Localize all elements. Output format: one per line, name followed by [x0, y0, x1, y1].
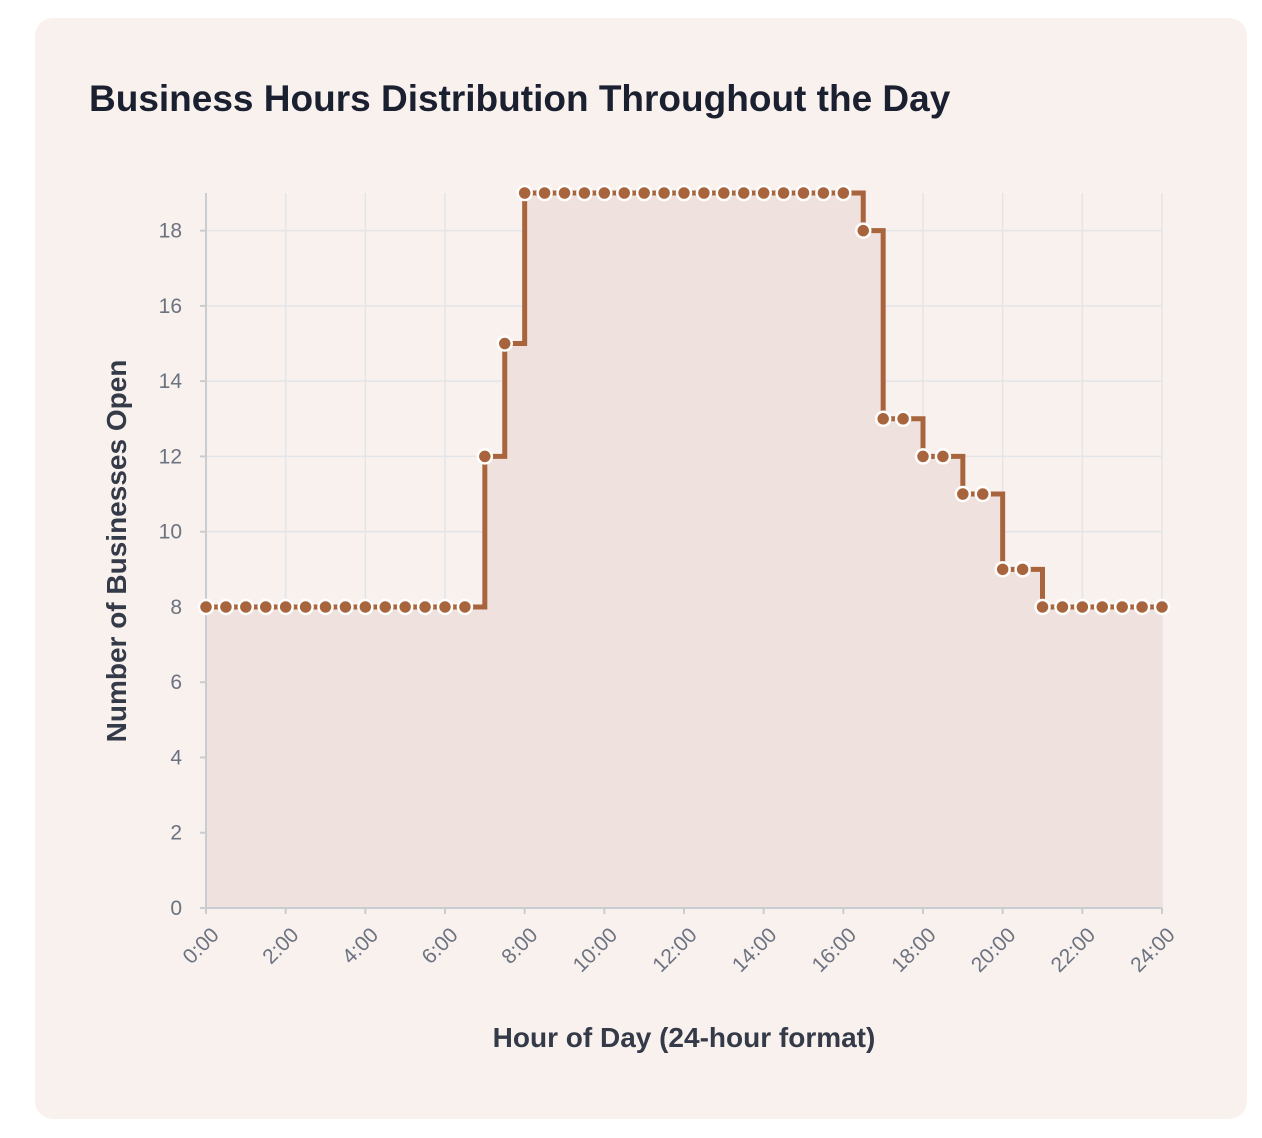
- x-tick-label: 0:00: [179, 923, 224, 968]
- data-point: [1153, 598, 1171, 616]
- x-tick-label: 6:00: [418, 923, 463, 968]
- data-point: [377, 598, 394, 616]
- data-point: [855, 222, 872, 239]
- data-point: [536, 184, 553, 202]
- y-tick-label: 14: [159, 370, 183, 393]
- data-point: [1113, 598, 1131, 616]
- data-point: [894, 410, 912, 428]
- data-point: [357, 598, 374, 616]
- x-tick-labels: 0:00 2:00 4:00 6:00 8:00 10:00 12:00 14:00 16:00…: [179, 923, 1180, 976]
- y-tick-label: 2: [170, 822, 182, 845]
- x-tick-label: 14:00: [728, 923, 781, 976]
- x-tick-label: 20:00: [967, 923, 1020, 976]
- data-point: [914, 448, 932, 465]
- data-point: [1133, 598, 1151, 616]
- x-tick-label: 16:00: [808, 923, 861, 976]
- data-point: [476, 448, 494, 465]
- y-tick-label: 6: [170, 671, 182, 694]
- data-point: [416, 598, 434, 616]
- data-point: [1054, 598, 1071, 616]
- x-tick-label: 24:00: [1126, 923, 1179, 976]
- x-tick-label: 18:00: [887, 923, 940, 976]
- data-point: [1074, 598, 1091, 616]
- data-point: [775, 184, 792, 202]
- data-point: [217, 598, 235, 616]
- x-tick-label: 22:00: [1047, 923, 1100, 976]
- y-tick-label: 8: [170, 596, 182, 619]
- data-point: [954, 485, 972, 503]
- y-tick-label: 12: [159, 445, 182, 468]
- data-point: [257, 598, 274, 616]
- data-point: [815, 184, 832, 202]
- data-point: [795, 184, 812, 202]
- data-point: [635, 184, 653, 202]
- data-point: [456, 598, 474, 616]
- data-point: [675, 184, 693, 202]
- data-point: [835, 184, 852, 202]
- y-tick-label: 4: [170, 746, 182, 769]
- axes: [200, 193, 1163, 914]
- data-point: [994, 561, 1011, 578]
- data-point: [735, 184, 752, 202]
- x-axis-title: Hour of Day (24-hour format): [493, 1022, 876, 1053]
- data-point: [874, 410, 892, 428]
- series-line: [206, 190, 1162, 610]
- x-tick-label: 10:00: [569, 923, 622, 976]
- data-point: [396, 598, 414, 616]
- x-tick-label: 8:00: [497, 923, 542, 968]
- data-point: [934, 448, 952, 465]
- data-point: [436, 598, 454, 616]
- y-axis-title: Number of Businesses Open: [101, 360, 132, 743]
- chart-title: Business Hours Distribution Throughout t…: [89, 78, 951, 119]
- data-point: [1034, 598, 1051, 616]
- area-fill: [206, 193, 1162, 908]
- data-points: [197, 184, 1171, 616]
- x-tick-label: 2:00: [258, 923, 303, 968]
- data-point: [1094, 598, 1111, 616]
- data-point: [516, 184, 533, 202]
- data-point: [297, 598, 314, 616]
- y-tick-label: 0: [170, 897, 182, 920]
- y-tick-labels: 0 2 4 6 8 10 12 14 16 18: [159, 220, 183, 920]
- data-point: [695, 184, 713, 202]
- data-point: [596, 184, 613, 202]
- data-point: [715, 184, 733, 202]
- data-point: [974, 485, 991, 503]
- data-point: [755, 184, 772, 202]
- data-point: [655, 184, 673, 202]
- y-tick-label: 10: [159, 521, 182, 544]
- x-tick-label: 4:00: [338, 923, 383, 968]
- data-point: [197, 598, 215, 616]
- data-point: [576, 184, 593, 202]
- y-tick-label: 16: [159, 295, 182, 318]
- data-point: [237, 598, 255, 616]
- data-point: [496, 335, 513, 352]
- data-point: [277, 598, 294, 616]
- data-point: [337, 598, 354, 616]
- data-point: [317, 598, 334, 616]
- x-tick-label: 12:00: [648, 923, 701, 976]
- data-point: [616, 184, 633, 202]
- data-point: [556, 184, 573, 202]
- y-tick-label: 18: [159, 220, 182, 243]
- data-point: [1014, 561, 1031, 578]
